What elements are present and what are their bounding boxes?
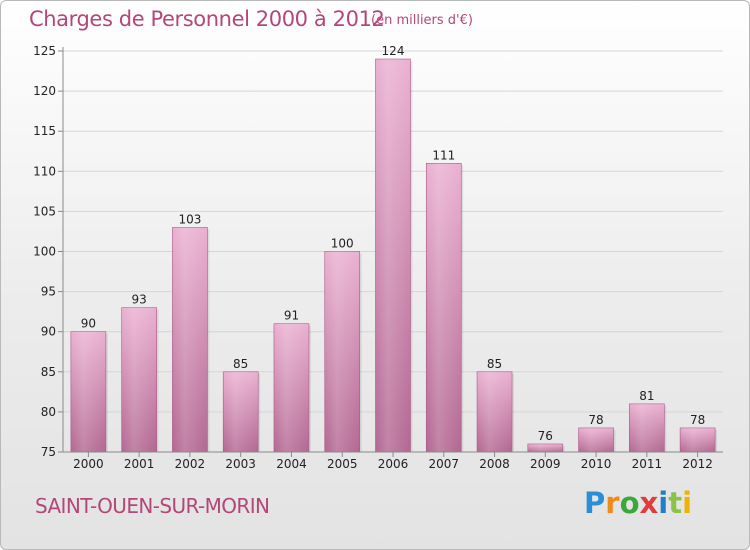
data-label: 100 <box>331 237 354 251</box>
x-tick-label: 2008 <box>479 457 510 471</box>
logo-letter: i <box>682 486 693 520</box>
bar-highlight <box>324 251 360 452</box>
logo-letter: t <box>668 486 683 520</box>
data-label: 78 <box>588 413 603 427</box>
x-tick-label: 2005 <box>327 457 358 471</box>
data-label: 111 <box>432 148 455 162</box>
label-layer: 90 93 103 85 91 100 124 111 85 76 78 81 78 <box>81 44 706 443</box>
data-label: 103 <box>178 212 201 226</box>
y-tick-label: 85 <box>41 365 56 379</box>
bar-highlight <box>375 59 411 453</box>
logo-letter: i <box>658 486 669 520</box>
x-tick-label: 2003 <box>225 457 256 471</box>
y-tick-label: 100 <box>33 245 56 259</box>
chart-title: Charges de Personnel 2000 à 2012 <box>29 7 385 31</box>
logo-letter: o <box>619 486 640 520</box>
bar-highlight <box>273 323 309 452</box>
y-tick-label: 75 <box>41 445 56 459</box>
bar-layer <box>70 58 718 453</box>
data-label: 85 <box>233 357 248 371</box>
x-tick-label: 2001 <box>124 457 155 471</box>
data-label: 85 <box>487 357 502 371</box>
x-tick-label: 2004 <box>276 457 307 471</box>
logo-letter: r <box>605 486 620 520</box>
x-tick-label: 2009 <box>530 457 561 471</box>
y-tick-label: 120 <box>33 84 56 98</box>
bar-highlight <box>223 371 259 452</box>
chart-subtitle: (en milliers d'€) <box>371 13 473 28</box>
y-tick-label: 115 <box>33 124 56 138</box>
bar-highlight <box>477 371 513 452</box>
x-tick-label: 2002 <box>175 457 206 471</box>
logo-letter: P <box>584 486 606 520</box>
y-tick-label: 90 <box>41 325 56 339</box>
proxiti-logo[interactable]: Proxiti <box>584 486 692 520</box>
bar-highlight <box>680 427 716 452</box>
y-tick-label: 95 <box>41 285 56 299</box>
bar-highlight <box>121 307 157 452</box>
bar-highlight <box>172 227 208 452</box>
data-label: 76 <box>538 429 553 443</box>
bar-highlight <box>527 443 563 452</box>
data-label: 81 <box>639 389 654 403</box>
bar-highlight <box>70 331 106 452</box>
y-tick-label: 125 <box>33 44 56 58</box>
bar-highlight <box>629 403 665 452</box>
y-tick-label: 105 <box>33 204 56 218</box>
x-tick-label: 2010 <box>581 457 612 471</box>
commune-name: SAINT-OUEN-SUR-MORIN <box>35 494 270 518</box>
x-tick-label: 2011 <box>632 457 663 471</box>
data-label: 91 <box>284 309 299 323</box>
x-tick-label: 2000 <box>73 457 104 471</box>
bar-highlight <box>578 427 614 452</box>
y-tick-label: 80 <box>41 405 56 419</box>
x-tick-label: 2007 <box>428 457 459 471</box>
data-label: 90 <box>81 317 96 331</box>
logo-letter: x <box>639 486 659 520</box>
data-label: 93 <box>132 293 147 307</box>
data-label: 78 <box>690 413 705 427</box>
x-tick-label: 2012 <box>682 457 713 471</box>
x-tick-label: 2006 <box>378 457 409 471</box>
bar-highlight <box>426 163 462 452</box>
data-label: 124 <box>382 44 405 58</box>
y-tick-label: 110 <box>33 164 56 178</box>
axis-layer: 75 80 85 90 95 100 105 110 115 120 125 2000 2001 2002… <box>33 44 723 471</box>
